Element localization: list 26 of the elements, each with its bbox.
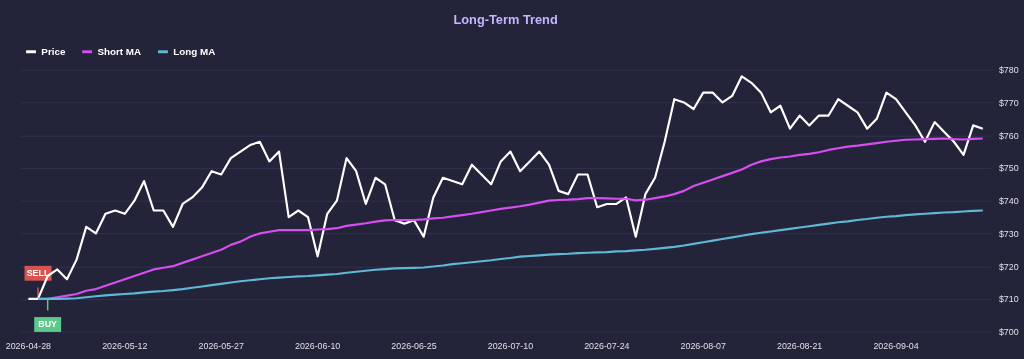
legend-label: Price [41, 45, 66, 57]
y-tick-label: $710 [998, 294, 1019, 305]
x-tick-label: 2026-07-24 [584, 340, 630, 351]
chart-title: Long-Term Trend [453, 12, 558, 28]
y-tick-label: $720 [998, 261, 1019, 272]
x-tick-label: 2026-08-07 [680, 340, 726, 351]
y-tick-label: $750 [998, 163, 1019, 174]
annotation: BUY [38, 319, 58, 330]
y-tick-label: $780 [998, 65, 1019, 76]
y-tick-label: $770 [998, 97, 1019, 108]
y-tick-label: $730 [998, 228, 1019, 239]
x-tick-label: 2026-07-10 [487, 340, 534, 351]
y-tick-label: $740 [998, 196, 1019, 207]
x-tick-label: 2026-04-28 [5, 340, 52, 351]
y-tick-label: $700 [998, 327, 1019, 338]
x-tick-label: 2026-09-04 [873, 340, 919, 351]
x-tick-label: 2026-06-10 [294, 340, 341, 351]
x-tick-label: 2026-06-25 [391, 340, 437, 351]
x-tick-label: 2026-05-12 [102, 340, 148, 351]
x-tick-label: 2026-05-27 [198, 340, 244, 351]
x-tick-label: 2026-08-21 [776, 340, 823, 351]
annotation: SELL [26, 268, 50, 279]
line-series [27, 75, 984, 300]
legend-label: Long MA [173, 45, 216, 57]
y-tick-label: $760 [998, 130, 1019, 141]
legend-label: Short MA [97, 45, 142, 57]
